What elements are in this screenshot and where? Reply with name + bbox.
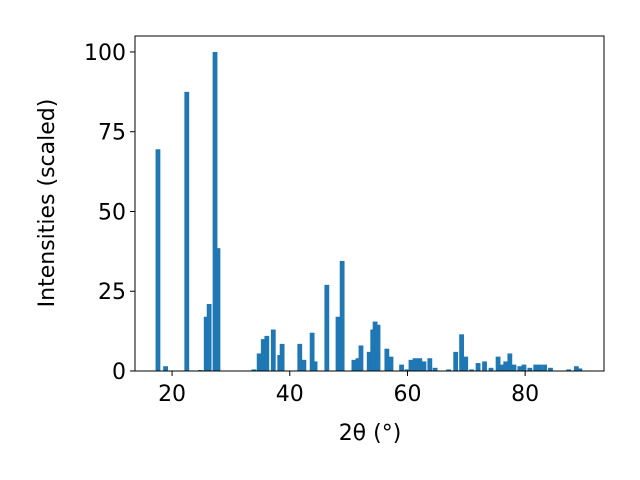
y-tick-label: 50: [98, 200, 126, 225]
y-tick-label: 25: [98, 280, 126, 305]
bar: [312, 361, 318, 371]
bar: [511, 364, 517, 371]
bar: [155, 149, 161, 371]
bar: [427, 358, 433, 371]
bar: [366, 351, 372, 371]
bar: [537, 364, 543, 371]
bar: [446, 369, 452, 371]
y-tick-label: 100: [84, 41, 126, 66]
bar: [488, 367, 494, 371]
bar: [399, 364, 404, 371]
bar: [212, 51, 218, 371]
bar: [206, 304, 212, 371]
bar: [264, 335, 270, 371]
bar: [324, 284, 330, 371]
bar: [408, 359, 414, 371]
bar: [163, 366, 168, 371]
bar: [533, 364, 539, 371]
bar: [297, 343, 303, 371]
bar: [251, 369, 257, 371]
bar: [351, 359, 357, 371]
bar: [404, 369, 410, 371]
bar: [527, 367, 533, 371]
bar: [309, 332, 315, 371]
bar: [507, 353, 513, 371]
plot-frame: [134, 35, 605, 372]
bar: [542, 364, 547, 371]
bar: [388, 356, 394, 371]
bar: [475, 363, 481, 371]
bar: [573, 366, 579, 371]
bar: [463, 356, 469, 371]
bar: [412, 358, 418, 371]
bar: [459, 334, 464, 371]
x-tick-label: 40: [276, 382, 304, 407]
bar: [453, 351, 459, 371]
y-tick-label: 75: [98, 121, 126, 146]
y-axis-label: Intensities (scaled): [35, 99, 60, 308]
bar: [566, 369, 572, 371]
bar: [421, 361, 427, 371]
bar: [301, 359, 307, 371]
bar: [495, 356, 501, 371]
x-tick-label: 20: [158, 382, 186, 407]
bar: [499, 364, 505, 371]
bar: [469, 369, 474, 371]
bar: [503, 361, 509, 371]
bar: [521, 364, 527, 371]
bar: [432, 367, 438, 371]
bar: [184, 91, 190, 371]
bar: [375, 324, 381, 371]
x-axis-label: 2θ (°): [339, 421, 402, 446]
bar: [548, 367, 553, 371]
bar: [335, 316, 341, 371]
bar: [355, 358, 361, 371]
bar: [260, 339, 266, 371]
bar: [270, 329, 276, 371]
bar: [517, 366, 523, 371]
x-tick-label: 60: [393, 382, 421, 407]
x-tick-label: 80: [511, 382, 539, 407]
bar: [577, 368, 583, 371]
bar: [417, 358, 423, 371]
bar: [215, 248, 221, 371]
bar: [372, 321, 378, 371]
bar: [358, 345, 364, 371]
y-tick-label: 0: [112, 360, 126, 385]
bar: [279, 343, 285, 371]
bar: [384, 348, 390, 371]
bar: [339, 260, 345, 371]
bar: [203, 316, 209, 371]
bar: [256, 353, 262, 371]
bar: [482, 361, 487, 371]
